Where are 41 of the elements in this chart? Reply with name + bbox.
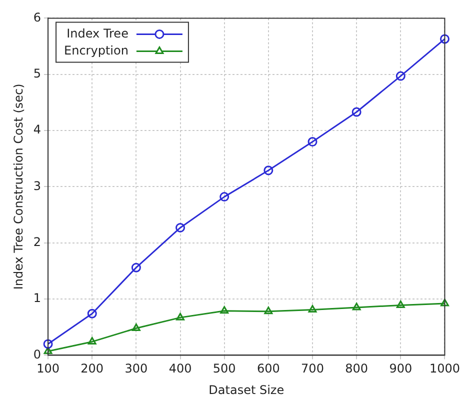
x-tick-label: 1000 <box>429 362 460 376</box>
y-tick-label: 0 <box>33 347 42 362</box>
point <box>440 34 450 44</box>
y-tick-label: 3 <box>33 178 42 193</box>
point <box>308 304 317 312</box>
x-axis-title: Dataset Size <box>208 382 284 397</box>
point <box>176 222 186 232</box>
x-tick-label: 100 <box>36 362 60 376</box>
legend-label: Index Tree <box>66 26 128 40</box>
point <box>220 306 229 314</box>
point <box>396 300 405 308</box>
point <box>220 192 230 202</box>
point <box>352 107 362 117</box>
y-tick-label: 1 <box>33 291 42 306</box>
x-tick-label: 800 <box>345 362 368 376</box>
point <box>264 166 274 176</box>
y-tick-label: 2 <box>33 234 42 249</box>
x-tick-label: 400 <box>168 362 192 376</box>
point <box>87 308 97 318</box>
point <box>352 302 361 310</box>
y-tick-label: 6 <box>33 10 42 24</box>
point <box>396 71 406 81</box>
point <box>44 346 52 354</box>
point <box>43 339 53 349</box>
x-tick-label: 300 <box>124 362 148 376</box>
x-tick-label: 200 <box>80 362 104 376</box>
point <box>131 262 141 272</box>
x-tick-label: 900 <box>389 362 412 376</box>
point <box>88 336 96 344</box>
point <box>264 306 273 314</box>
point <box>308 137 318 147</box>
y-axis-title: Index Tree Construction Cost (sec) <box>11 84 26 290</box>
y-tick-label: 4 <box>33 122 42 137</box>
y-tick-label: 5 <box>33 66 42 80</box>
x-tick-label: 500 <box>212 362 236 376</box>
point <box>176 312 184 320</box>
x-tick-label: 700 <box>301 362 324 376</box>
legend-label: Encryption <box>64 43 128 58</box>
point <box>440 298 449 306</box>
x-tick-label: 600 <box>256 362 280 376</box>
point <box>132 323 140 331</box>
